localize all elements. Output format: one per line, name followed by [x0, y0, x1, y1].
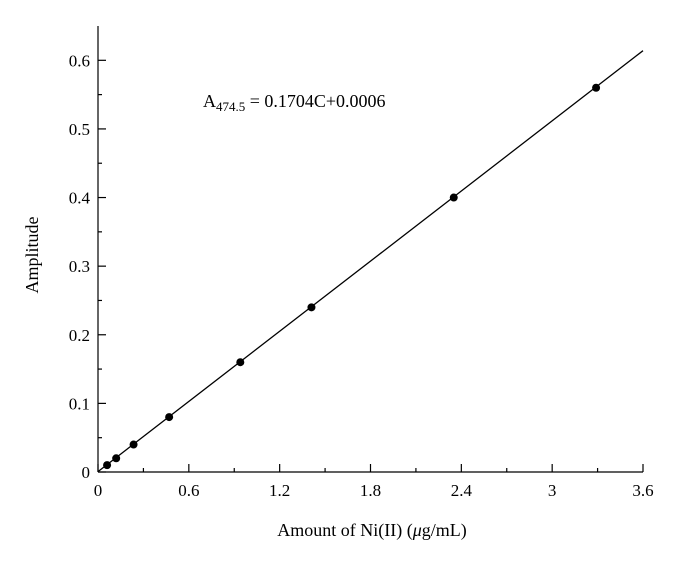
x-axis-title: Amount of Ni(II) (μg/mL)	[277, 520, 467, 541]
data-points	[103, 83, 601, 470]
data-point	[236, 358, 245, 367]
data-point	[592, 83, 601, 92]
x-tick-label: 3.6	[632, 481, 653, 500]
regression-line	[97, 50, 644, 473]
regression-equation: A474.5 = 0.1704C+0.0006	[203, 91, 386, 114]
y-tick-label: 0.4	[69, 189, 91, 208]
x-tick-label: 2.4	[451, 481, 473, 500]
data-point	[449, 193, 458, 202]
x-tick-label: 3	[548, 481, 557, 500]
data-point	[112, 454, 121, 463]
y-tick-label: 0.2	[69, 326, 90, 345]
equation-symbol: A	[203, 91, 216, 111]
x-ticks: 0 0.6 1.2 1.8 2.4 3 3.6	[94, 464, 654, 500]
x-axis-title-prefix: Amount of Ni(II) (	[277, 520, 412, 541]
data-point	[307, 303, 316, 312]
equation-subscript: 474.5	[216, 99, 245, 114]
y-tick-label: 0.6	[69, 51, 90, 70]
x-tick-label: 0	[94, 481, 103, 500]
x-tick-label: 0.6	[178, 481, 199, 500]
y-tick-label: 0.3	[69, 257, 90, 276]
x-axis-title-mu: μ	[412, 520, 422, 540]
x-tick-label: 1.2	[269, 481, 290, 500]
fit-layer	[97, 50, 644, 473]
equation-body: = 0.1704C+0.0006	[245, 91, 385, 111]
y-tick-label: 0.1	[69, 394, 90, 413]
data-point	[165, 413, 174, 422]
x-tick-label: 1.8	[360, 481, 381, 500]
y-ticks: 0 0.1 0.2 0.3 0.4 0.5 0.6	[69, 51, 106, 482]
y-tick-label: 0.5	[69, 120, 90, 139]
y-tick-label: 0	[82, 463, 91, 482]
data-point	[129, 440, 138, 449]
x-axis-title-suffix: g/mL)	[422, 520, 467, 541]
data-point	[103, 461, 112, 470]
y-axis-title: Amplitude	[22, 216, 42, 293]
